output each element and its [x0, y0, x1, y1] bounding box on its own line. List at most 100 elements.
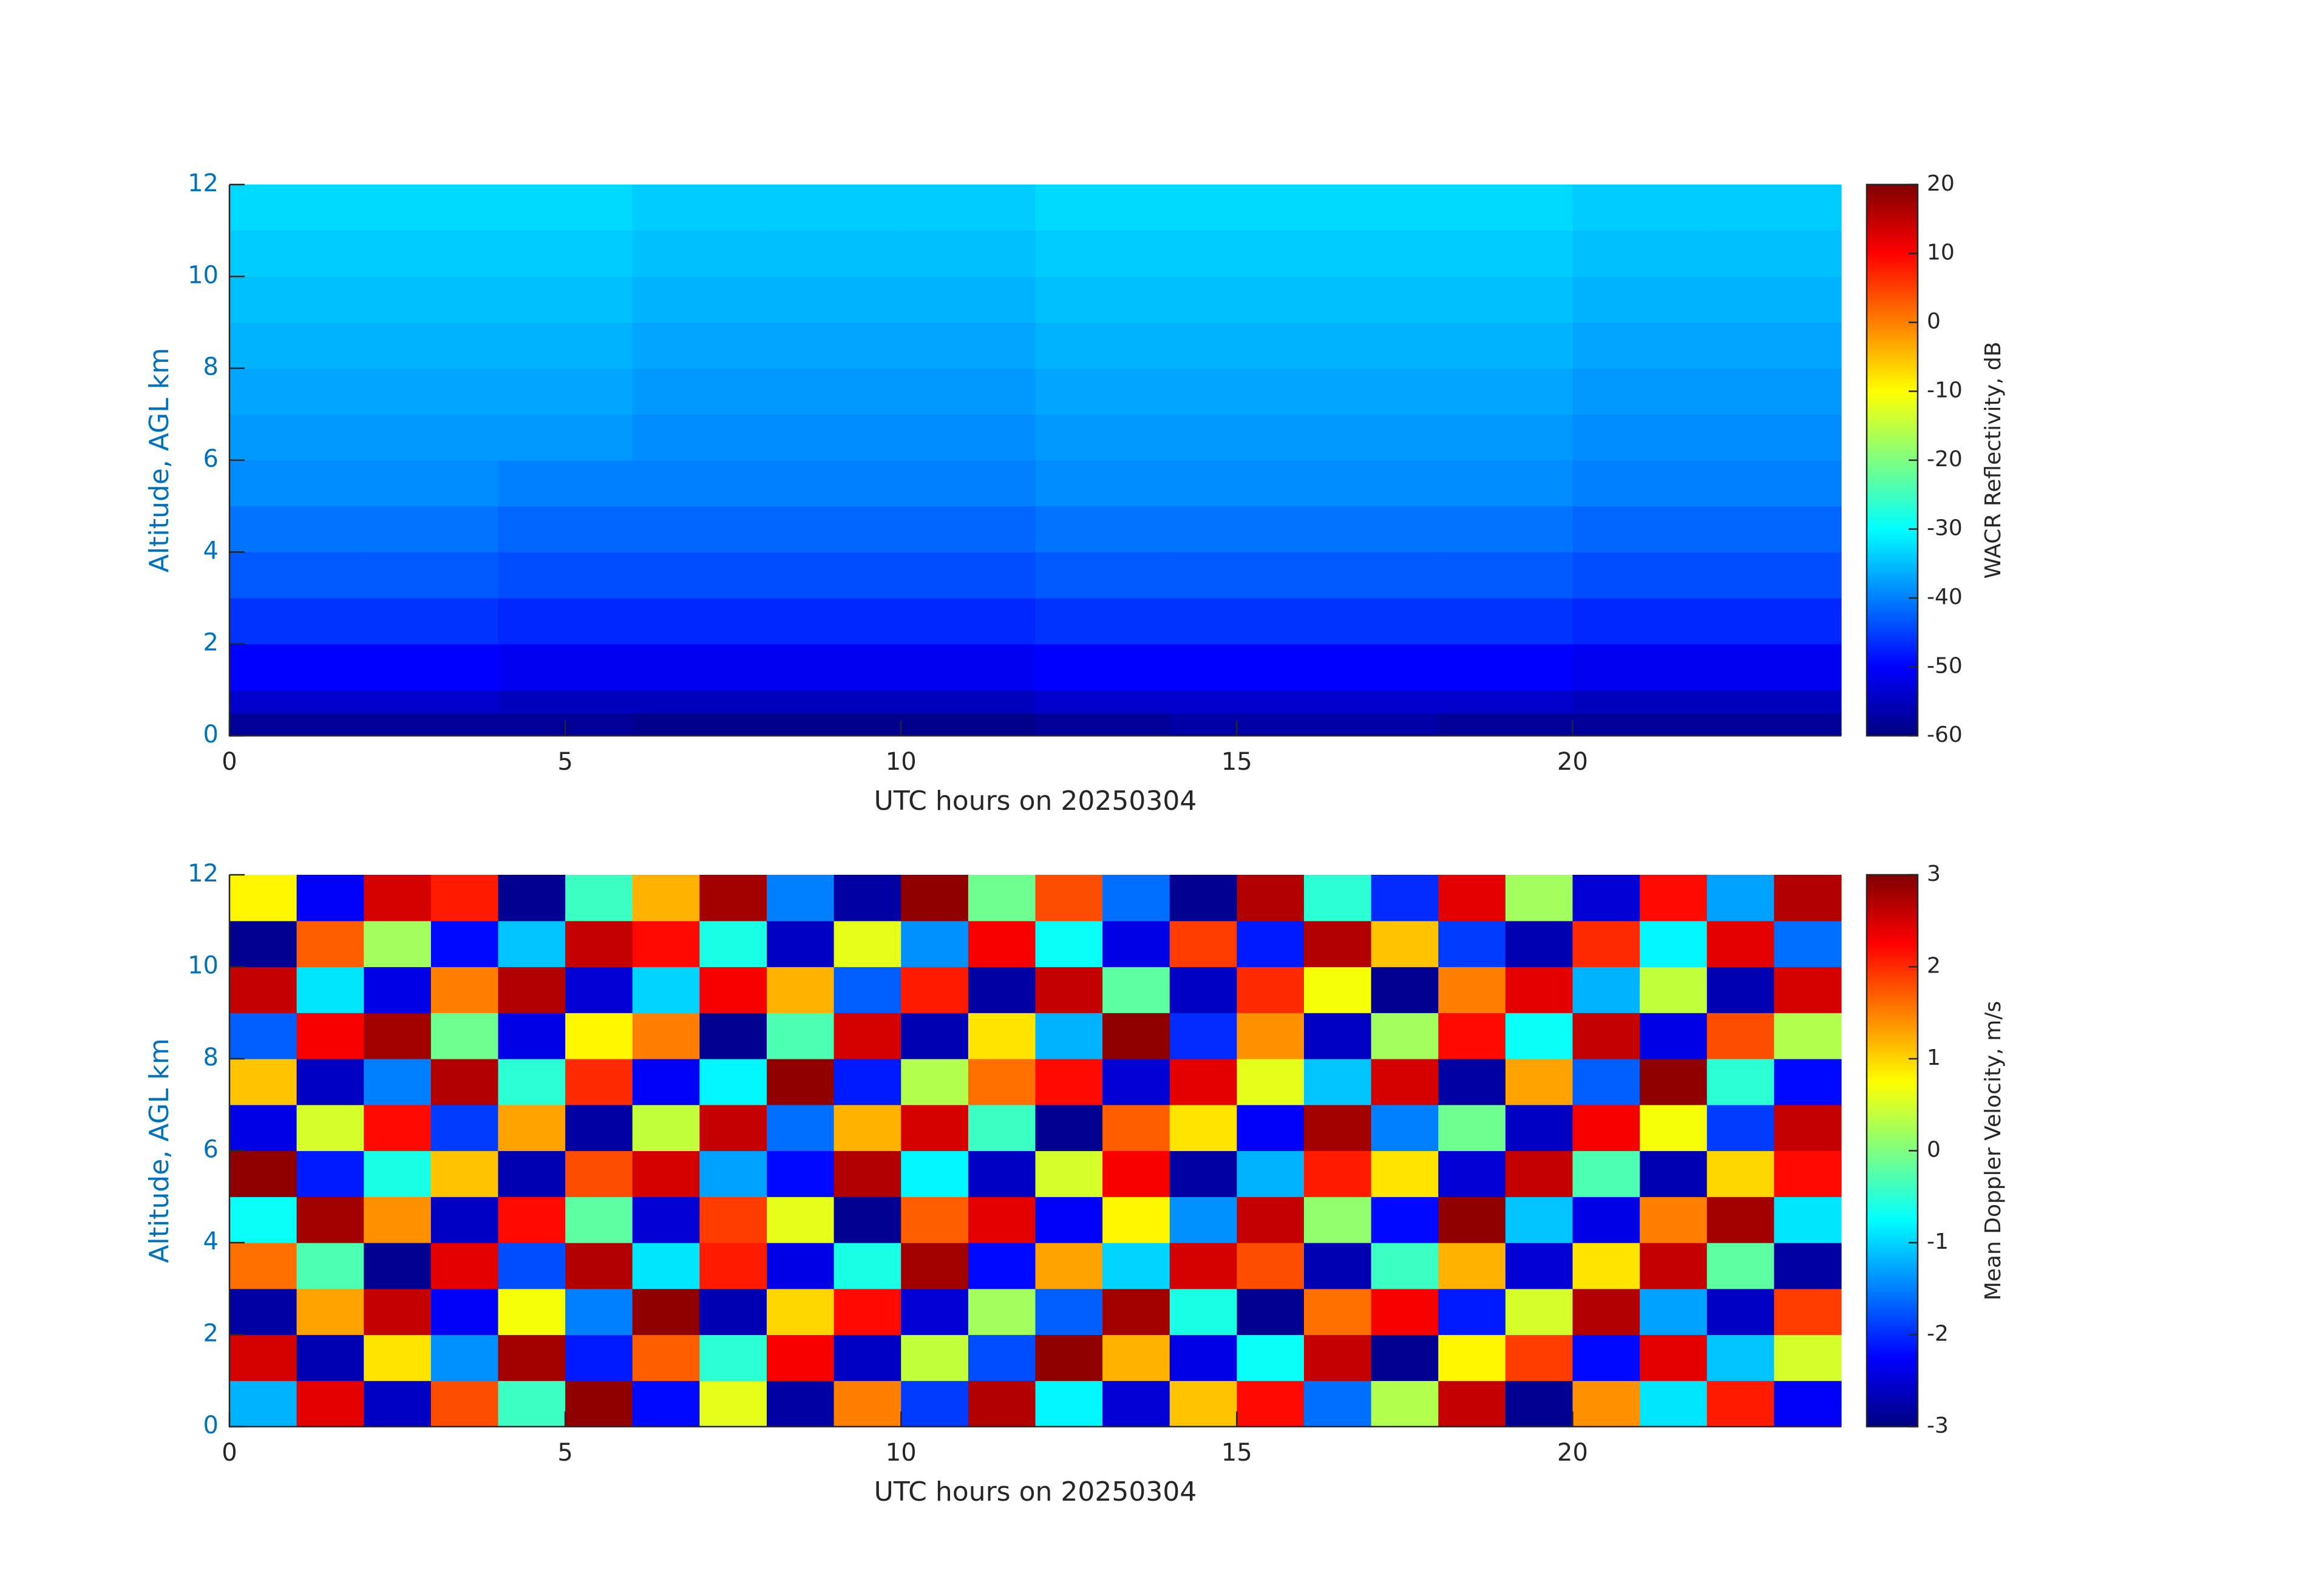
cell: [1169, 276, 1305, 323]
cell: [1706, 920, 1774, 968]
colorbar-tick-label: -20: [1927, 447, 1963, 472]
cell: [1706, 506, 1842, 552]
cell: [699, 966, 767, 1013]
cell: [1572, 552, 1708, 599]
cell: [1706, 598, 1842, 645]
cell: [565, 875, 633, 922]
cell: [1371, 1013, 1439, 1059]
y-tick-label: 10: [188, 261, 219, 289]
cell: [1304, 1104, 1372, 1152]
cell: [1505, 1288, 1573, 1336]
colorbar-tick-label: 10: [1927, 240, 1955, 265]
cell: [632, 966, 700, 1013]
cell: [1169, 1197, 1237, 1243]
cell: [1304, 1288, 1372, 1336]
cell: [1706, 875, 1774, 922]
cell: [632, 1059, 700, 1105]
cell: [1371, 1288, 1439, 1336]
cell: [1102, 1380, 1170, 1427]
cell: [1572, 1059, 1640, 1105]
cell: [364, 875, 432, 922]
cell: [1572, 1104, 1640, 1152]
cell: [1572, 185, 1708, 231]
cell: [364, 230, 499, 277]
cell: [1774, 1288, 1842, 1336]
cell: [901, 713, 1036, 736]
cell: [901, 1243, 969, 1289]
cell: [1438, 230, 1573, 277]
cell: [1035, 414, 1170, 461]
cell: [901, 506, 1036, 552]
cell: [1371, 1197, 1439, 1243]
cell: [364, 322, 499, 369]
cell: [968, 1380, 1036, 1427]
cell: [498, 552, 633, 599]
cell: [498, 322, 633, 369]
cell: [1035, 713, 1170, 736]
cell: [1505, 1380, 1573, 1427]
cell: [1169, 552, 1305, 599]
cell: [1371, 1150, 1439, 1197]
cell: [1572, 690, 1708, 713]
cell: [1706, 1104, 1774, 1152]
cell: [1304, 322, 1439, 369]
cell: [632, 368, 767, 415]
cell: [1102, 1197, 1170, 1243]
cell: [229, 713, 364, 736]
cell: [968, 966, 1036, 1013]
cell: [1035, 1288, 1103, 1336]
cell: [1572, 643, 1708, 690]
cell: [1438, 185, 1573, 231]
cell: [1237, 875, 1305, 922]
cell: [565, 966, 633, 1013]
cell: [498, 1104, 566, 1152]
cell: [565, 1334, 633, 1381]
cell: [430, 1288, 499, 1336]
cell: [901, 552, 1036, 599]
cell: [364, 1243, 432, 1289]
cell: [430, 1150, 499, 1197]
cell: [632, 1197, 700, 1243]
cell: [1169, 1380, 1237, 1427]
y-axis-label: Altitude, AGL km: [144, 348, 175, 572]
cell: [1035, 230, 1170, 277]
cell: [364, 276, 499, 323]
cell: [1169, 1104, 1237, 1152]
colorbar-tick-label: 0: [1927, 309, 1941, 334]
cell: [1237, 1243, 1305, 1289]
cell: [498, 1334, 566, 1381]
colorbar-tick-label: -60: [1927, 722, 1963, 747]
cell: [1706, 643, 1842, 690]
cell: [901, 875, 969, 922]
y-tick-label: 12: [188, 169, 219, 197]
cell: [901, 230, 1036, 277]
cell: [1304, 414, 1439, 461]
y-tick-label: 4: [203, 537, 219, 565]
cell: [1572, 1288, 1640, 1336]
cell: [430, 966, 499, 1013]
cell: [1237, 1288, 1305, 1336]
cell: [430, 1243, 499, 1289]
cell: [833, 1150, 901, 1197]
cell: [296, 875, 364, 922]
cell: [1438, 506, 1573, 552]
cell: [1706, 966, 1774, 1013]
cell: [1438, 1243, 1506, 1289]
cell: [833, 1197, 901, 1243]
cell: [1438, 1334, 1506, 1381]
cell: [364, 643, 499, 690]
cell: [699, 1288, 767, 1336]
cell: [1102, 920, 1170, 968]
x-tick-label: 5: [557, 1439, 572, 1467]
cell: [1774, 1150, 1842, 1197]
cell: [1774, 1334, 1842, 1381]
cell: [498, 276, 633, 323]
cell: [1640, 875, 1708, 922]
cell: [1035, 552, 1170, 599]
cell: [1774, 920, 1842, 968]
cell: [1505, 920, 1573, 968]
cell: [1304, 1334, 1372, 1381]
cell: [1035, 1197, 1103, 1243]
y-axis-label: Altitude, AGL km: [144, 1038, 175, 1263]
cell: [1774, 1013, 1842, 1059]
